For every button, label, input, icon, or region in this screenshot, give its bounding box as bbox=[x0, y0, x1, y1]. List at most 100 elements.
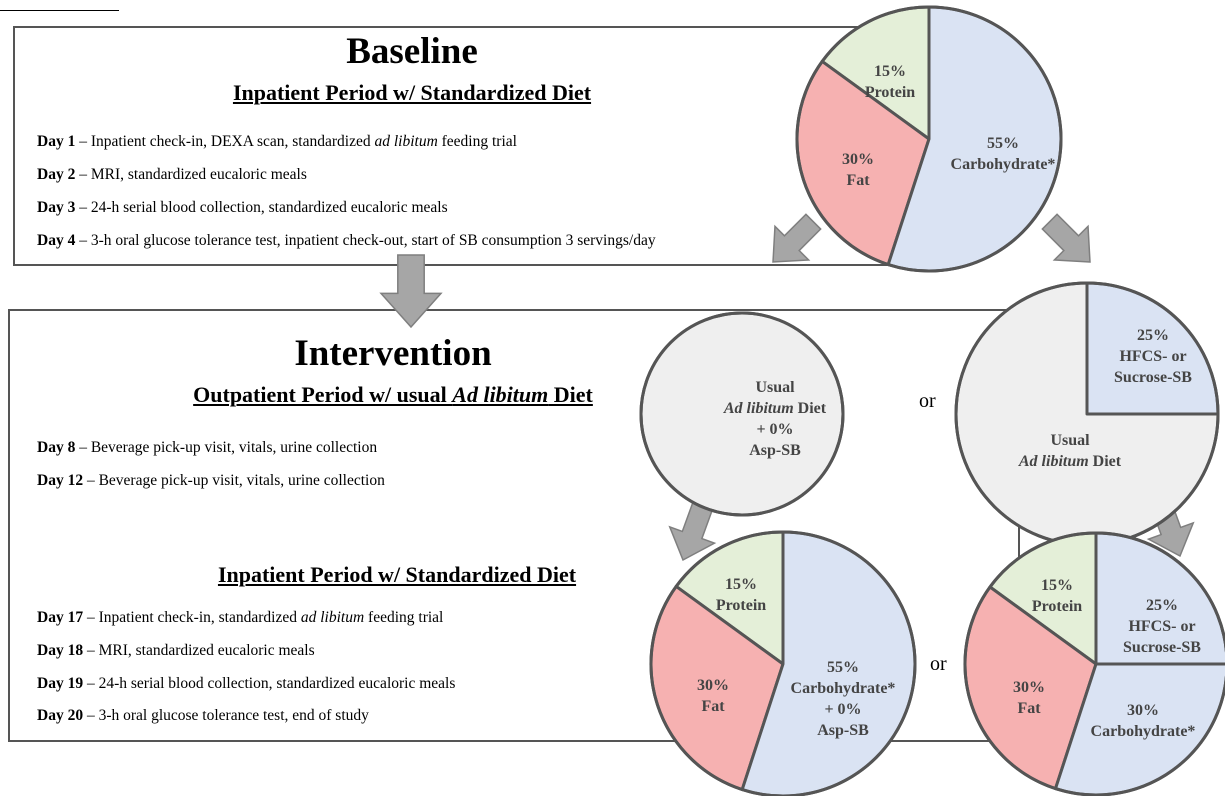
pie-label-carbohydrate: 30% Carbohydrate* bbox=[1091, 702, 1196, 740]
day-label: Day 17 bbox=[37, 609, 84, 626]
day-text: Inpatient check-in, DEXA scan, standardi… bbox=[90, 133, 375, 150]
day-separator: – bbox=[83, 472, 99, 489]
arrow-to-asp-pie bbox=[772, 213, 822, 263]
pie-label-fat: 30% Fat bbox=[697, 677, 729, 715]
outpatient-subtitle-post: Diet bbox=[548, 382, 593, 407]
pie-label-sb: 25% HFCS- or Sucrose-SB bbox=[1114, 327, 1192, 386]
pie-label-line: 55% bbox=[827, 659, 859, 676]
day-separator: – bbox=[83, 642, 99, 659]
pie-outline bbox=[639, 311, 845, 517]
pie-label-line: Ad libitum Diet bbox=[1018, 453, 1122, 470]
day-separator: – bbox=[75, 199, 91, 216]
pie-outline bbox=[649, 530, 917, 796]
day-label: Day 4 bbox=[37, 232, 76, 249]
day-item: Day 8 – Beverage pick-up visit, vitals, … bbox=[37, 439, 377, 457]
day-separator: – bbox=[75, 232, 91, 249]
pie-label-line: Ad libitum Diet bbox=[723, 400, 827, 417]
pie-label-line: 30% bbox=[1127, 702, 1159, 719]
day-separator: – bbox=[75, 439, 91, 456]
day-text: 24-h serial blood collection, standardiz… bbox=[90, 199, 448, 216]
pie-label-line: Fat bbox=[1017, 700, 1041, 717]
outpatient-subtitle: Outpatient Period w/ usual Ad libitum Di… bbox=[143, 382, 643, 408]
day-separator: – bbox=[83, 609, 99, 626]
pie-label-line: Carbohydrate* bbox=[791, 680, 896, 697]
pie-label-line: 30% bbox=[1013, 679, 1045, 696]
day-text: MRI, standardized eucaloric meals bbox=[98, 642, 315, 659]
pie-outline bbox=[795, 5, 1063, 273]
pie-label-line: 55% bbox=[987, 135, 1019, 152]
day-text-end: feeding trial bbox=[437, 133, 517, 150]
day-label: Day 20 bbox=[37, 707, 84, 724]
pie-label-line: HFCS- or bbox=[1128, 618, 1195, 635]
pie-label-line: Fat bbox=[846, 172, 870, 189]
pie-label-usual: Usual Ad libitum Diet + 0% Asp-SB bbox=[723, 379, 827, 459]
day-item: Day 2 – MRI, standardized eucaloric meal… bbox=[37, 166, 307, 184]
pie-label-line: 15% bbox=[874, 63, 906, 80]
day-text: 3-h oral glucose tolerance test, inpatie… bbox=[90, 232, 656, 249]
pie-label-line: 30% bbox=[697, 677, 729, 694]
pie-label-line: 15% bbox=[725, 576, 757, 593]
pie-label-line: Carbohydrate* bbox=[1091, 723, 1196, 740]
pie-label-line: + 0% bbox=[756, 421, 793, 438]
day-item: Day 12 – Beverage pick-up visit, vitals,… bbox=[37, 472, 385, 490]
pie-label-usual: Usual Ad libitum Diet bbox=[1018, 432, 1122, 470]
pie-label-line: Protein bbox=[716, 597, 766, 614]
pie-label-carbohydrate: 55% Carbohydrate* + 0% Asp-SB bbox=[791, 659, 896, 739]
baseline-title: Baseline bbox=[346, 31, 478, 72]
day-separator: – bbox=[75, 133, 91, 150]
pie-label-line: Usual bbox=[755, 379, 795, 396]
down-arrow-baseline-to-intervention bbox=[379, 254, 443, 329]
pie-label-line: Carbohydrate* bbox=[951, 156, 1056, 173]
day-text-italic: ad libitum bbox=[374, 133, 438, 150]
pie-label-line: Fat bbox=[701, 698, 725, 715]
pie-outline bbox=[963, 531, 1225, 796]
pie-label-line: 25% bbox=[1146, 597, 1178, 614]
pie-label-protein: 15% Protein bbox=[1032, 577, 1082, 615]
pie-label-line: Protein bbox=[1032, 598, 1082, 615]
baseline-panel bbox=[13, 26, 895, 266]
arrow-to-sb-pie bbox=[1041, 213, 1091, 263]
outpatient-subtitle-pre: Outpatient Period w/ usual bbox=[193, 382, 453, 407]
baseline-subtitle: Inpatient Period w/ Standardized Diet bbox=[232, 80, 592, 105]
day-text: Beverage pick-up visit, vitals, urine co… bbox=[90, 439, 378, 456]
inpatient-subtitle: Inpatient Period w/ Standardized Diet bbox=[217, 562, 577, 587]
day-label: Day 8 bbox=[37, 439, 76, 456]
pie-label-line: Usual bbox=[1050, 432, 1090, 449]
day-text: Beverage pick-up visit, vitals, urine co… bbox=[98, 472, 385, 489]
outpatient-subtitle-em: Ad libitum bbox=[452, 382, 549, 407]
day-text: Inpatient check-in, standardized bbox=[98, 609, 301, 626]
day-item: Day 19 – 24-h serial blood collection, s… bbox=[37, 675, 455, 693]
day-label: Day 2 bbox=[37, 166, 76, 183]
day-item: Day 1 – Inpatient check-in, DEXA scan, s… bbox=[37, 133, 517, 151]
day-separator: – bbox=[83, 675, 99, 692]
pie-label-sb: 25% HFCS- or Sucrose-SB bbox=[1123, 597, 1201, 656]
day-text: MRI, standardized eucaloric meals bbox=[90, 166, 307, 183]
pie-label-line: Asp-SB bbox=[749, 442, 801, 459]
pie-label-line: Asp-SB bbox=[817, 722, 869, 739]
day-label: Day 19 bbox=[37, 675, 84, 692]
pie-label-line: Protein bbox=[865, 84, 915, 101]
pie-label-line: + 0% bbox=[824, 701, 861, 718]
pie-label-protein: 15% Protein bbox=[865, 63, 915, 101]
day-separator: – bbox=[75, 166, 91, 183]
day-separator: – bbox=[83, 707, 99, 724]
day-label: Day 3 bbox=[37, 199, 76, 216]
top-rule bbox=[0, 10, 119, 11]
day-item: Day 3 – 24-h serial blood collection, st… bbox=[37, 199, 448, 217]
day-item: Day 4 – 3-h oral glucose tolerance test,… bbox=[37, 232, 656, 250]
pie-label-line: 15% bbox=[1041, 577, 1073, 594]
day-label: Day 1 bbox=[37, 133, 76, 150]
pie-label-line: Sucrose-SB bbox=[1114, 369, 1192, 386]
pie-label-fat: 30% Fat bbox=[1013, 679, 1045, 717]
pie-label-line: Sucrose-SB bbox=[1123, 639, 1201, 656]
pie-label-line: 30% bbox=[842, 151, 874, 168]
pie-label-carbohydrate: 55% Carbohydrate* bbox=[951, 135, 1056, 173]
pie-label-fat: 30% Fat bbox=[842, 151, 874, 189]
day-label: Day 12 bbox=[37, 472, 84, 489]
day-item: Day 20 – 3-h oral glucose tolerance test… bbox=[37, 707, 369, 725]
day-text: 24-h serial blood collection, standardiz… bbox=[98, 675, 456, 692]
pie-label-protein: 15% Protein bbox=[716, 576, 766, 614]
intervention-title: Intervention bbox=[294, 333, 492, 374]
day-text: 3-h oral glucose tolerance test, end of … bbox=[98, 707, 369, 724]
